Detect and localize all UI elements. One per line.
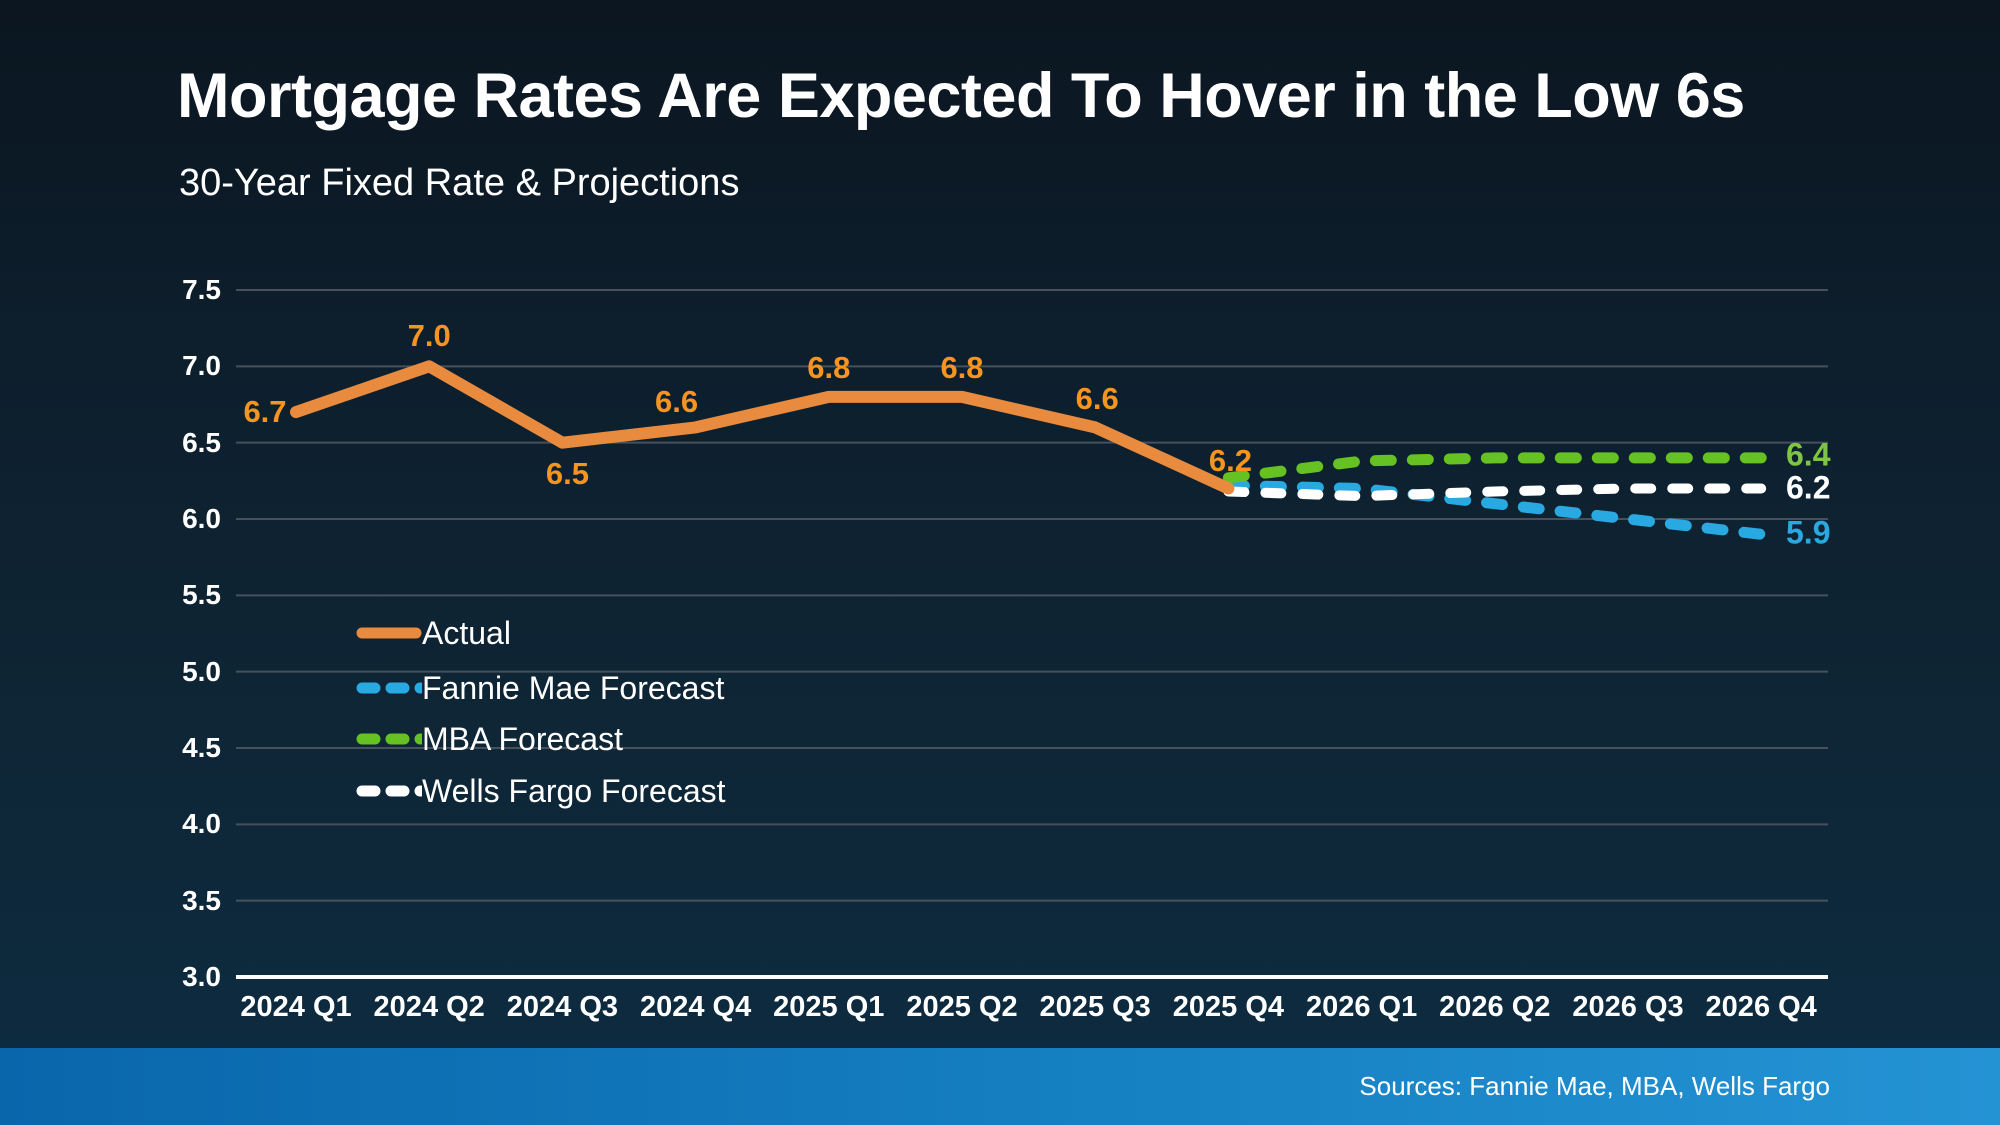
point-label: 6.7 — [243, 394, 287, 430]
x-tick-label: 2026 Q2 — [1439, 991, 1551, 1023]
point-label: 6.6 — [1075, 381, 1119, 417]
y-tick-label: 5.0 — [182, 655, 221, 687]
end-label: 6.4 — [1786, 436, 1831, 473]
point-label: 6.8 — [940, 349, 984, 385]
page-title: Mortgage Rates Are Expected To Hover in … — [177, 61, 1745, 131]
y-tick-label: 4.0 — [182, 808, 221, 840]
series-wells-line — [1223, 483, 1767, 502]
y-tick-label: 3.0 — [182, 961, 221, 992]
point-label: 7.0 — [407, 318, 451, 354]
page-subtitle: 30-Year Fixed Rate & Projections — [179, 162, 740, 204]
legend-label: MBA Forecast — [422, 721, 623, 757]
series-actual-line — [290, 360, 1235, 495]
sources-text: Sources: Fannie Mae, MBA, Wells Fargo — [1359, 1071, 1830, 1101]
legend-label: Fannie Mae Forecast — [422, 670, 725, 706]
x-tick-label: 2024 Q1 — [240, 991, 352, 1023]
series-fannie-line — [1222, 479, 1767, 540]
legend-label: Actual — [422, 615, 511, 651]
point-label: 6.8 — [807, 349, 851, 385]
x-tick-label: 2024 Q4 — [639, 991, 752, 1023]
x-tick-label: 2025 Q2 — [906, 991, 1018, 1023]
legend-item-mba: MBA Forecast — [356, 723, 623, 755]
legend-item-fannie: Fannie Mae Forecast — [356, 672, 724, 704]
footer-bar: Sources: Fannie Mae, MBA, Wells Fargo — [0, 1048, 2000, 1125]
point-label: 6.6 — [655, 384, 699, 420]
legend-swatch-mba — [356, 733, 422, 745]
x-tick-label: 2025 Q4 — [1172, 991, 1285, 1023]
y-tick-label: 3.5 — [182, 884, 221, 916]
end-label: 6.2 — [1786, 469, 1831, 506]
legend-label: Wells Fargo Forecast — [422, 773, 726, 809]
y-tick-label: 7.5 — [182, 274, 221, 305]
point-label: 6.5 — [545, 455, 589, 491]
x-tick-label: 2026 Q3 — [1572, 991, 1684, 1023]
legend-item-wells: Wells Fargo Forecast — [356, 775, 726, 807]
legend-swatch-fannie — [356, 682, 422, 694]
x-tick-label: 2025 Q3 — [1039, 991, 1151, 1023]
legend-swatch-wells — [356, 785, 422, 797]
y-tick-label: 7.0 — [182, 350, 221, 382]
x-tick-label: 2025 Q1 — [773, 991, 885, 1023]
y-tick-label: 4.5 — [182, 732, 221, 763]
y-tick-label: 6.0 — [182, 503, 221, 534]
legend-swatch-actual — [356, 627, 422, 639]
y-tick-label: 6.5 — [182, 426, 221, 458]
x-tick-label: 2024 Q2 — [373, 991, 485, 1023]
x-tick-label: 2026 Q4 — [1705, 991, 1817, 1023]
x-tick-label: 2024 Q3 — [506, 991, 619, 1023]
series-mba-line — [1222, 452, 1767, 484]
end-label: 5.9 — [1786, 514, 1831, 551]
y-tick-label: 5.5 — [182, 579, 221, 611]
x-tick-label: 2026 Q1 — [1305, 991, 1418, 1023]
point-label: 6.2 — [1208, 443, 1252, 479]
legend-item-actual: Actual — [356, 617, 511, 649]
